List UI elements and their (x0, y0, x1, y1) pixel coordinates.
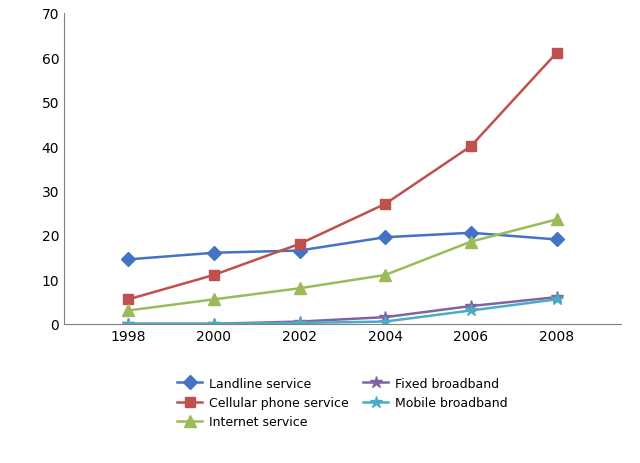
Line: Landline service: Landline service (124, 228, 561, 265)
Cellular phone service (553, 51, 561, 56)
Fixed broadband (124, 321, 132, 327)
Mobile broadband (553, 297, 561, 302)
Cellular phone service (381, 202, 389, 207)
Landline service (553, 237, 561, 243)
Internet service (381, 273, 389, 278)
Fixed broadband (210, 321, 218, 327)
Fixed broadband (467, 304, 475, 309)
Line: Cellular phone service: Cellular phone service (124, 49, 561, 305)
Internet service (296, 286, 303, 291)
Landline service (210, 250, 218, 256)
Cellular phone service (296, 242, 303, 247)
Line: Fixed broadband: Fixed broadband (122, 291, 563, 330)
Line: Internet service: Internet service (123, 214, 562, 316)
Cellular phone service (124, 297, 132, 302)
Mobile broadband (381, 319, 389, 325)
Internet service (124, 308, 132, 313)
Fixed broadband (296, 319, 303, 325)
Landline service (124, 257, 132, 263)
Internet service (210, 297, 218, 302)
Landline service (296, 248, 303, 254)
Internet service (553, 217, 561, 223)
Fixed broadband (381, 315, 389, 320)
Line: Mobile broadband: Mobile broadband (122, 294, 563, 330)
Cellular phone service (210, 273, 218, 278)
Fixed broadband (553, 295, 561, 300)
Mobile broadband (296, 320, 303, 326)
Mobile broadband (210, 321, 218, 327)
Mobile broadband (124, 321, 132, 327)
Landline service (381, 235, 389, 240)
Mobile broadband (467, 308, 475, 313)
Internet service (467, 239, 475, 245)
Legend: Landline service, Cellular phone service, Internet service, Fixed broadband, Mob: Landline service, Cellular phone service… (172, 371, 513, 435)
Cellular phone service (467, 144, 475, 150)
Landline service (467, 231, 475, 236)
